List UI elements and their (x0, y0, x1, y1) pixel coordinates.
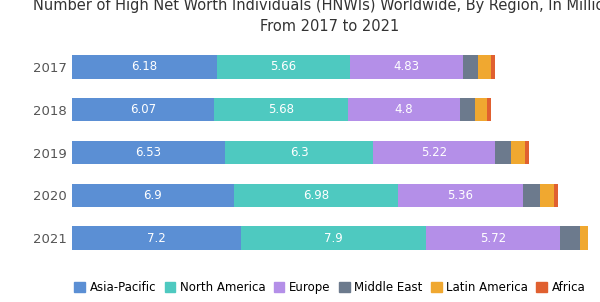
Bar (72, 98, 214, 121)
Bar (350, 55, 463, 79)
Text: 7.2: 7.2 (147, 232, 166, 245)
Bar (554, 184, 558, 207)
Text: 6.9: 6.9 (143, 189, 162, 202)
Text: 5.22: 5.22 (421, 146, 447, 159)
Bar (241, 226, 426, 250)
Title: Number of High Net Worth Individuals (HNWIs) Worldwide, By Region, In Millions,
: Number of High Net Worth Individuals (HN… (34, 0, 600, 34)
Bar (72, 184, 234, 207)
Text: 6.18: 6.18 (131, 60, 158, 73)
Text: 5.66: 5.66 (270, 60, 296, 73)
Text: 5.68: 5.68 (268, 103, 294, 116)
Bar (460, 98, 475, 121)
Bar (511, 141, 525, 164)
Bar (398, 184, 523, 207)
Bar (217, 55, 350, 79)
Bar (487, 98, 491, 121)
Bar (373, 141, 496, 164)
Bar (347, 98, 460, 121)
Bar (72, 141, 225, 164)
Bar (234, 184, 398, 207)
Bar (525, 141, 529, 164)
Bar (214, 98, 347, 121)
Text: 6.07: 6.07 (130, 103, 156, 116)
Text: 6.3: 6.3 (290, 146, 308, 159)
Bar (72, 55, 217, 79)
Text: 5.36: 5.36 (448, 189, 473, 202)
Legend: Asia-Pacific, North America, Europe, Middle East, Latin America, Africa: Asia-Pacific, North America, Europe, Mid… (70, 276, 590, 299)
Bar (463, 55, 478, 79)
Text: 4.8: 4.8 (395, 103, 413, 116)
Bar (475, 98, 487, 121)
Text: 6.53: 6.53 (136, 146, 161, 159)
Bar (496, 141, 511, 164)
Bar (560, 226, 580, 250)
Text: 7.9: 7.9 (324, 232, 343, 245)
Bar (491, 55, 495, 79)
Bar (540, 184, 554, 207)
Bar (426, 226, 560, 250)
Bar (580, 226, 596, 250)
Bar (72, 226, 241, 250)
Bar (596, 226, 600, 250)
Bar (523, 184, 540, 207)
Bar (225, 141, 373, 164)
Text: 5.72: 5.72 (480, 232, 506, 245)
Text: 6.98: 6.98 (302, 189, 329, 202)
Bar (478, 55, 491, 79)
Text: 4.83: 4.83 (394, 60, 419, 73)
